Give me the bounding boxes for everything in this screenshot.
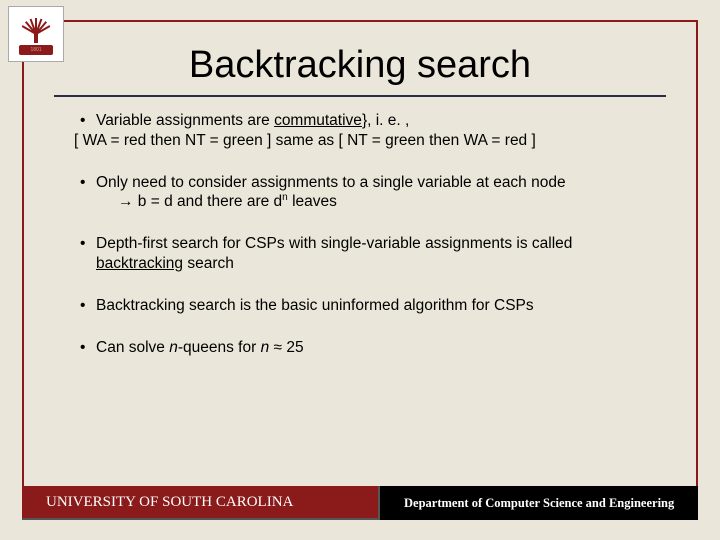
logo-year: 1801 [19, 45, 53, 55]
bullet-1-sub: [ WA = red then NT = green ] same as [ N… [74, 131, 660, 151]
logo-palm-icon [18, 13, 54, 43]
text: → b = d and there are d [118, 193, 282, 210]
text: Depth-first search for CSPs with single-… [96, 235, 572, 252]
text-underline: backtracking [96, 255, 183, 272]
footer-department: Department of Computer Science and Engin… [380, 486, 698, 520]
text-italic: n [261, 339, 270, 356]
title-divider [54, 95, 666, 97]
slide-footer: UNIVERSITY OF SOUTH CAROLINA Department … [22, 486, 698, 520]
bullet-2-sub: → b = d and there are dn leaves [96, 192, 660, 212]
text: }, i. e. , [362, 112, 409, 129]
text-italic: n [169, 339, 178, 356]
slide-title: Backtracking search [24, 22, 696, 95]
text: Only need to consider assignments to a s… [96, 174, 566, 191]
university-logo: 1801 [8, 6, 64, 62]
bullet-2: Only need to consider assignments to a s… [74, 173, 660, 213]
bullet-4: Backtracking search is the basic uninfor… [74, 296, 660, 316]
slide-content: Variable assignments are commutative}, i… [24, 111, 696, 358]
text: ≈ 25 [269, 339, 303, 356]
text: leaves [288, 193, 337, 210]
bullet-3: Depth-first search for CSPs with single-… [74, 234, 660, 274]
footer-university: UNIVERSITY OF SOUTH CAROLINA [22, 486, 380, 520]
bullet-5: Can solve n-queens for n ≈ 25 [74, 338, 660, 358]
bullet-1: Variable assignments are commutative}, i… [74, 111, 660, 151]
text-underline: commutative [274, 112, 362, 129]
text: Variable assignments are [96, 112, 274, 129]
text: -queens for [178, 339, 261, 356]
slide-frame: Backtracking search Variable assignments… [22, 20, 698, 518]
text: Can solve [96, 339, 169, 356]
text: search [183, 255, 234, 272]
